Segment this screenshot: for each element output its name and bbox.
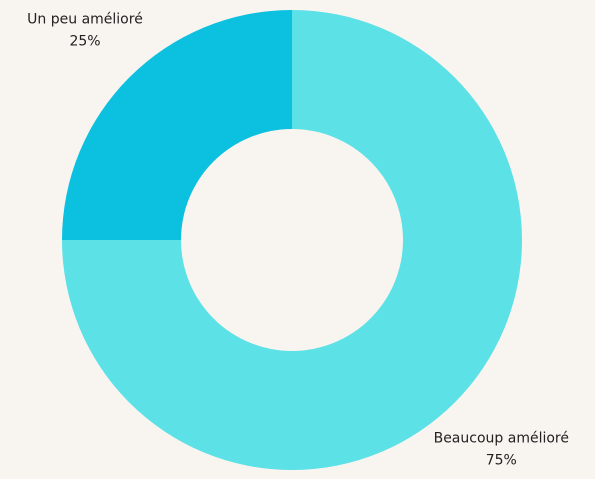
donut-slice [62,10,292,240]
donut-slice [62,10,522,470]
slice-value-label: 25% [69,34,100,50]
slice-label: Beaucoup amélioré [434,430,569,446]
slice-value-label: 75% [486,452,517,468]
slice-label: Un peu amélioré [27,12,143,28]
